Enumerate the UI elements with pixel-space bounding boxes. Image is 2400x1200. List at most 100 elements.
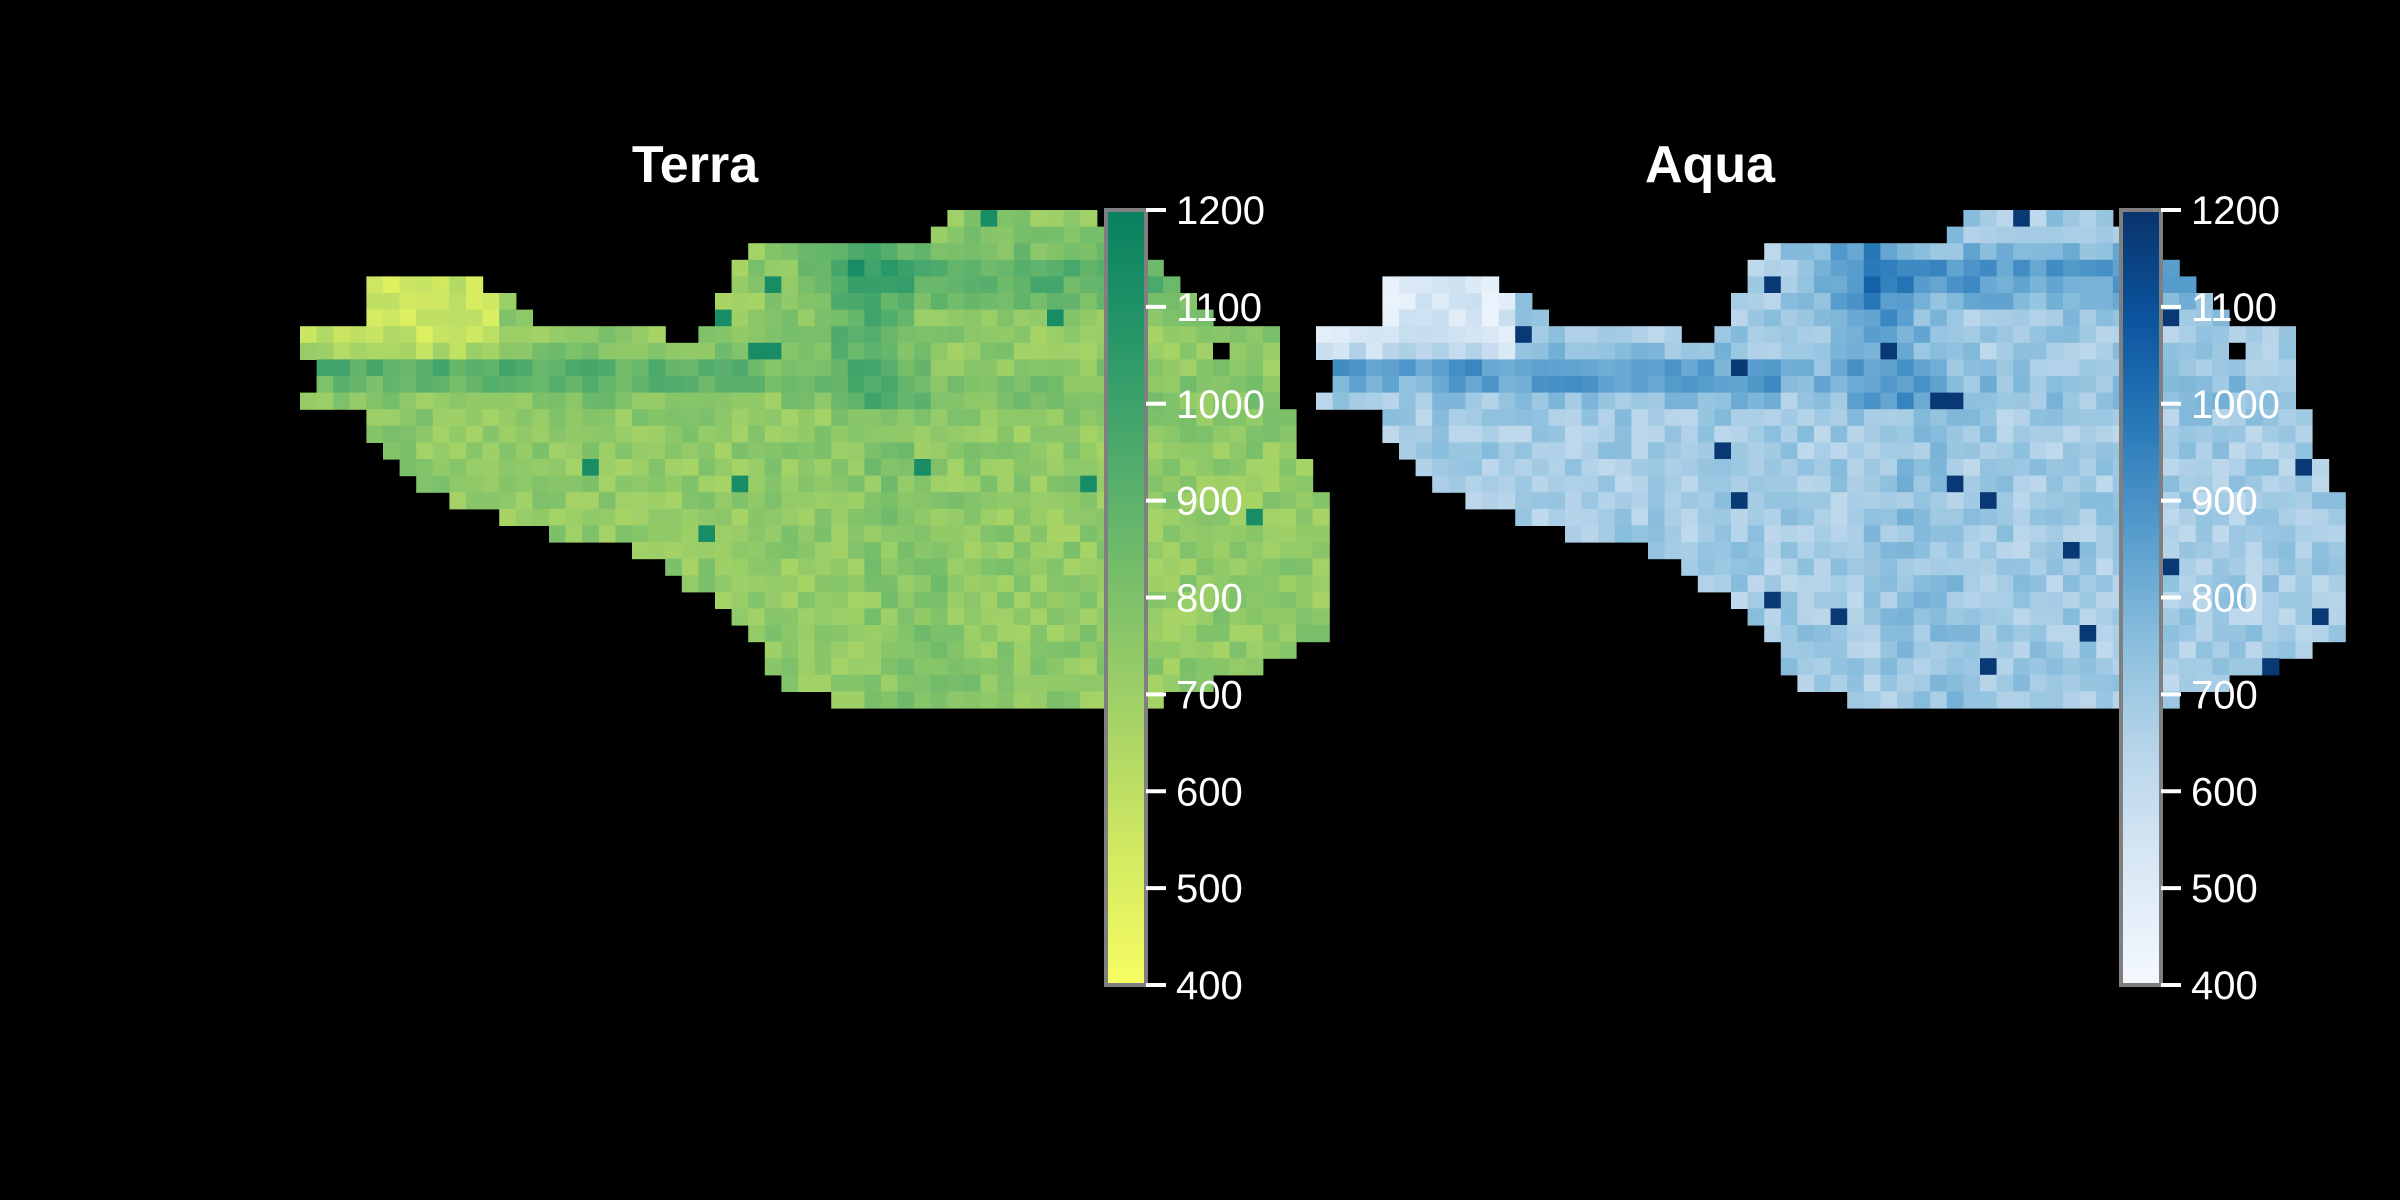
terra-heatmap-cell [1163,376,1181,394]
aqua-heatmap-cell [1399,409,1417,427]
terra-heatmap-cell [1063,376,1081,394]
aqua-heatmap-cell [1747,259,1765,277]
terra-heatmap-cell [1080,243,1098,261]
aqua-heatmap-cell [2312,475,2330,493]
terra-heatmap-cell [582,392,600,410]
aqua-heatmap-cell [1747,591,1765,609]
terra-heatmap-cell [1080,641,1098,659]
aqua-heatmap-cell [1797,442,1815,460]
aqua-heatmap-cell [1830,276,1848,294]
terra-heatmap-cell [764,425,782,443]
terra-heatmap-cell [798,658,816,676]
aqua-heatmap-cell [1515,459,1533,477]
terra-heatmap-cell [466,342,484,360]
aqua-heatmap-cell [2079,342,2097,360]
aqua-heatmap-cell [1897,641,1915,659]
terra-heatmap-cell [997,575,1015,593]
aqua-heatmap-cell [2195,492,2213,510]
aqua-heatmap-cell [1946,276,1964,294]
aqua-heatmap-cell [2245,442,2263,460]
aqua-heatmap-cell [1847,409,1865,427]
terra-heatmap-cell [383,326,401,344]
aqua-heatmap-cell [2079,459,2097,477]
terra-heatmap-cell [316,376,334,394]
terra-heatmap-cell [947,542,965,560]
terra-heatmap-cell [383,309,401,327]
aqua-heatmap-cell [1432,459,1450,477]
terra-heatmap-cell [1229,625,1247,643]
terra-heatmap-cell [366,293,384,311]
terra-heatmap-cell [1163,459,1181,477]
terra-heatmap-cell [1030,658,1048,676]
terra-heatmap-cell [399,326,417,344]
terra-heatmap-cell [781,508,799,526]
aqua-heatmap-cell [2046,293,2064,311]
terra-heatmap-cell [432,342,450,360]
terra-heatmap-cell [980,276,998,294]
terra-heatmap-cell [1063,525,1081,543]
aqua-heatmap-cell [2278,542,2296,560]
terra-heatmap-cell [964,558,982,576]
terra-heatmap-cell [947,226,965,244]
terra-colorbar-tick-label: 900 [1176,480,1243,524]
aqua-heatmap-cell [1880,492,1898,510]
terra-heatmap-cell [980,691,998,709]
terra-heatmap-cell [748,342,766,360]
terra-heatmap-cell [466,442,484,460]
aqua-heatmap-cell [1482,492,1500,510]
aqua-heatmap-cell [1963,475,1981,493]
terra-heatmap-cell [980,210,998,228]
aqua-heatmap-cell [2096,641,2114,659]
aqua-heatmap-cell [1731,525,1749,543]
terra-heatmap-cell [565,442,583,460]
terra-heatmap-cell [1213,575,1231,593]
terra-heatmap-cell [980,392,998,410]
terra-heatmap-cell [632,409,650,427]
terra-heatmap-cell [665,525,683,543]
aqua-heatmap-cell [1565,492,1583,510]
terra-heatmap-cell [565,525,583,543]
aqua-heatmap-cell [1996,608,2014,626]
terra-heatmap-cell [1047,392,1065,410]
terra-heatmap-cell [947,525,965,543]
terra-heatmap-cell [1030,641,1048,659]
terra-heatmap-cell [864,342,882,360]
terra-heatmap-cell [980,625,998,643]
aqua-heatmap-cell [1415,276,1433,294]
aqua-heatmap-cell [1465,442,1483,460]
terra-heatmap-cell [482,359,500,377]
aqua-heatmap-cell [1764,508,1782,526]
terra-heatmap-cell [1246,591,1264,609]
aqua-heatmap-cell [2229,625,2247,643]
terra-heatmap-cell [1179,442,1197,460]
aqua-heatmap-cell [2063,276,2081,294]
terra-heatmap-cell [565,326,583,344]
terra-heatmap-cell [897,359,915,377]
aqua-heatmap-cell [2262,608,2280,626]
aqua-heatmap-cell [2262,392,2280,410]
terra-heatmap-cell [532,442,550,460]
aqua-heatmap-cell [1365,392,1383,410]
terra-heatmap-cell [764,259,782,277]
aqua-heatmap-cell [1946,309,1964,327]
terra-heatmap-cell [598,492,616,510]
aqua-heatmap-cell [2179,326,2197,344]
aqua-heatmap-cell [2029,608,2047,626]
terra-heatmap-cell [964,243,982,261]
aqua-heatmap-cell [2162,409,2180,427]
terra-heatmap-cell [1080,259,1098,277]
aqua-heatmap-cell [2312,542,2330,560]
aqua-heatmap-cell [1946,641,1964,659]
aqua-heatmap-cell [2278,641,2296,659]
aqua-heatmap-cell [1648,326,1666,344]
aqua-heatmap-cell [1548,326,1566,344]
aqua-heatmap-cell [2262,625,2280,643]
terra-heatmap-cell [831,442,849,460]
terra-heatmap-cell [1229,342,1247,360]
aqua-heatmap-cell [2029,259,2047,277]
terra-heatmap-cell [1080,409,1098,427]
terra-heatmap-cell [798,475,816,493]
aqua-heatmap-cell [2046,425,2064,443]
aqua-heatmap-cell [2046,442,2064,460]
aqua-heatmap-cell [2179,409,2197,427]
